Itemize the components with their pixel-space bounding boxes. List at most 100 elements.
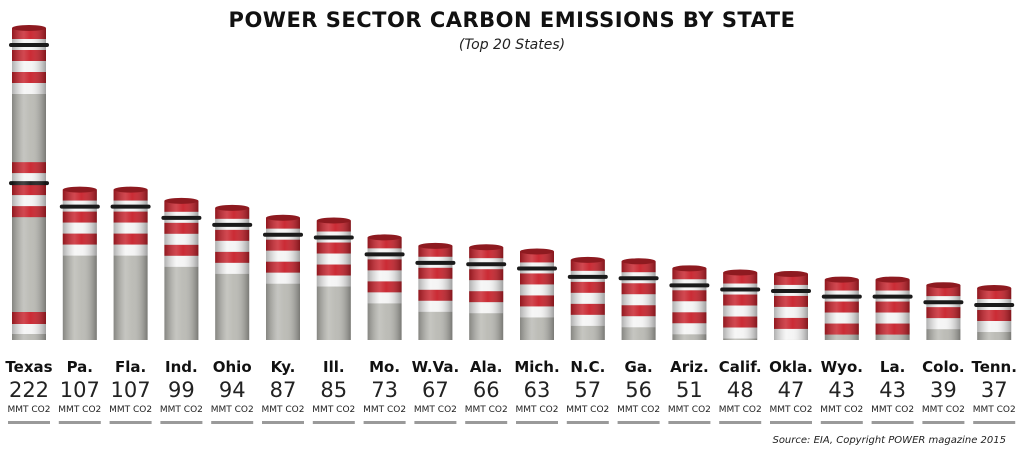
stack-shading — [723, 272, 758, 340]
value-label: 99 — [168, 378, 195, 402]
label-underline — [770, 421, 812, 424]
stack-band — [263, 232, 303, 237]
stack-shading — [469, 247, 504, 340]
chart-title: POWER SECTOR CARBON EMISSIONS BY STATE — [228, 8, 796, 32]
stack-shading — [113, 189, 148, 340]
stack-rim — [367, 234, 402, 241]
stack-rim — [418, 242, 453, 249]
unit-label: MMT CO2 — [973, 405, 1016, 415]
state-label: Pa. — [67, 358, 93, 376]
label-underline — [668, 421, 711, 424]
state-label: Ohio — [213, 358, 252, 376]
category-labels: Texas 222 MMT CO2 Pa. 107 MMT CO2 Fla. 107 MMT C… — [5, 358, 1017, 424]
smokestack-bar-texas — [9, 25, 49, 340]
stack-band — [821, 294, 862, 299]
label-underline — [109, 421, 152, 424]
stack-shading — [977, 288, 1012, 340]
stack-band — [364, 252, 405, 257]
unit-label: MMT CO2 — [668, 405, 711, 415]
stack-band — [872, 294, 913, 299]
smokestack-bar-ohio — [212, 204, 253, 340]
smokestack-bar-colo — [923, 282, 964, 340]
smokestack-bar-la — [872, 276, 913, 340]
stack-rim — [570, 256, 605, 263]
smokestack-bar-ill — [313, 217, 354, 340]
stack-shading — [12, 28, 46, 340]
label-underline — [262, 421, 304, 424]
value-label: 51 — [676, 378, 703, 402]
stack-shading — [824, 279, 859, 340]
smokestack-bar-w-va — [415, 242, 456, 340]
unit-label: MMT CO2 — [516, 405, 559, 415]
value-label: 63 — [524, 378, 551, 402]
source-note: Source: EIA, Copyright POWER magazine 20… — [772, 435, 1006, 446]
label-underline — [312, 421, 355, 424]
unit-label: MMT CO2 — [617, 405, 660, 415]
stack-shading — [418, 245, 453, 340]
stack-shading — [215, 207, 250, 340]
state-label: Mo. — [369, 358, 400, 376]
label-underline — [820, 421, 863, 424]
smokestack-bar-mo — [364, 234, 405, 340]
value-label: 66 — [473, 378, 500, 402]
unit-label: MMT CO2 — [465, 405, 508, 415]
smokestack-bar-mich — [517, 248, 557, 340]
stack-rim — [774, 270, 808, 277]
chart-subtitle: (Top 20 States) — [458, 37, 566, 53]
state-label: Ky. — [271, 358, 296, 376]
label-underline — [414, 421, 457, 424]
stack-rim — [164, 197, 199, 204]
state-label: Ill. — [323, 358, 345, 376]
stack-rim — [824, 276, 859, 283]
unit-label: MMT CO2 — [363, 405, 406, 415]
smokestack-bar-ga — [618, 258, 659, 340]
label-underline — [566, 421, 609, 424]
value-label: 85 — [320, 378, 347, 402]
stack-band — [669, 283, 710, 288]
smokestack-bars — [9, 25, 1015, 340]
stack-band — [313, 235, 354, 240]
stack-rim — [316, 217, 351, 224]
smokestack-bar-pa — [59, 186, 100, 340]
stack-rim — [266, 214, 300, 221]
stack-shading — [570, 259, 605, 340]
unit-label: MMT CO2 — [566, 405, 609, 415]
smokestack-bar-n-c — [567, 256, 608, 340]
stack-band — [923, 300, 964, 305]
value-label: 87 — [270, 378, 297, 402]
state-label: N.C. — [570, 358, 605, 376]
stack-shading — [774, 273, 808, 340]
state-label: Ga. — [625, 358, 653, 376]
stack-shading — [62, 189, 97, 340]
smokestack-bar-fla — [110, 186, 151, 340]
stack-band — [720, 287, 761, 292]
smokestack-bar-calif — [720, 269, 761, 340]
state-label: Ind. — [165, 358, 198, 376]
state-label: Calif. — [719, 358, 762, 376]
state-label: W.Va. — [412, 358, 460, 376]
stack-rim — [12, 25, 46, 31]
stack-band — [618, 276, 659, 281]
unit-label: MMT CO2 — [820, 405, 863, 415]
value-label: 94 — [219, 378, 246, 402]
stack-band — [974, 303, 1015, 307]
label-underline — [617, 421, 660, 424]
unit-label: MMT CO2 — [871, 405, 914, 415]
stack-band — [9, 43, 49, 47]
state-label: Okla. — [769, 358, 813, 376]
value-label: 67 — [422, 378, 449, 402]
value-label: 73 — [371, 378, 398, 402]
stack-rim — [672, 265, 707, 272]
unit-label: MMT CO2 — [312, 405, 355, 415]
stack-shading — [164, 200, 199, 340]
smokestack-bar-ky — [263, 214, 303, 340]
label-underline — [211, 421, 254, 424]
label-underline — [516, 421, 558, 424]
state-label: Mich. — [514, 358, 559, 376]
value-label: 107 — [60, 378, 100, 402]
stack-shading — [875, 279, 910, 340]
stack-rim — [520, 248, 554, 255]
stack-band — [161, 215, 202, 220]
smokestack-bar-ind — [161, 197, 202, 340]
value-label: 107 — [111, 378, 151, 402]
